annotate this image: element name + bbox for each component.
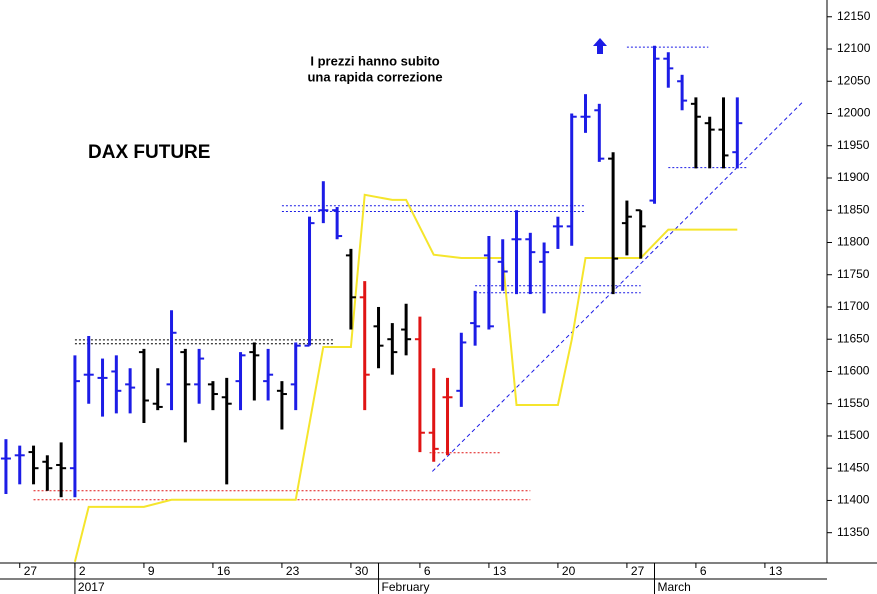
x-tick-label: 20 [562,564,576,578]
y-tick-label: 11700 [837,299,870,313]
chart-title: DAX FUTURE [88,142,210,163]
x-tick-label: 23 [286,564,300,578]
y-tick-label: 11850 [837,202,870,216]
moving-line [73,193,738,562]
y-tick-label: 11750 [837,267,870,281]
x-tick-label: 13 [769,564,783,578]
annotation: una rapida correzione [307,69,442,84]
x-tick-label: 6 [424,564,431,578]
y-tick-label: 11550 [837,396,870,410]
x-tick-label: 27 [24,564,38,578]
y-tick-label: 11500 [837,428,870,442]
y-tick-label: 11600 [837,364,870,378]
x-tick-label: 13 [493,564,507,578]
trend-line [431,102,803,472]
y-tick-label: 11800 [837,235,870,249]
y-tick-label: 11950 [837,138,870,152]
y-tick-label: 11350 [837,525,870,539]
x-tick-label: 16 [217,564,231,578]
y-tick-label: 12050 [837,73,871,87]
period-label: March [658,580,691,594]
annotation: I prezzi hanno subito [310,53,439,68]
x-tick-label: 27 [631,564,645,578]
y-tick-label: 11450 [837,460,870,474]
y-tick-label: 11400 [837,493,870,507]
y-tick-label: 12000 [837,106,871,120]
period-label: February [382,580,430,594]
x-tick-label: 9 [148,564,155,578]
x-tick-label: 30 [355,564,369,578]
period-label: 2017 [78,580,105,594]
x-tick-label: 6 [700,564,707,578]
y-tick-label: 11650 [837,331,870,345]
y-tick-label: 12150 [837,9,871,23]
up-arrow [593,38,607,54]
y-tick-label: 12100 [837,41,871,55]
y-tick-label: 11900 [837,170,870,184]
x-tick-label: 2 [79,564,86,578]
